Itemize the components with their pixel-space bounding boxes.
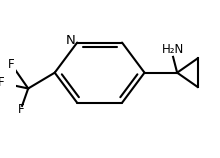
Text: H₂N: H₂N (162, 43, 184, 56)
Text: F: F (17, 103, 24, 116)
Text: F: F (8, 58, 15, 71)
Text: N: N (66, 34, 76, 48)
Text: F: F (0, 76, 4, 89)
